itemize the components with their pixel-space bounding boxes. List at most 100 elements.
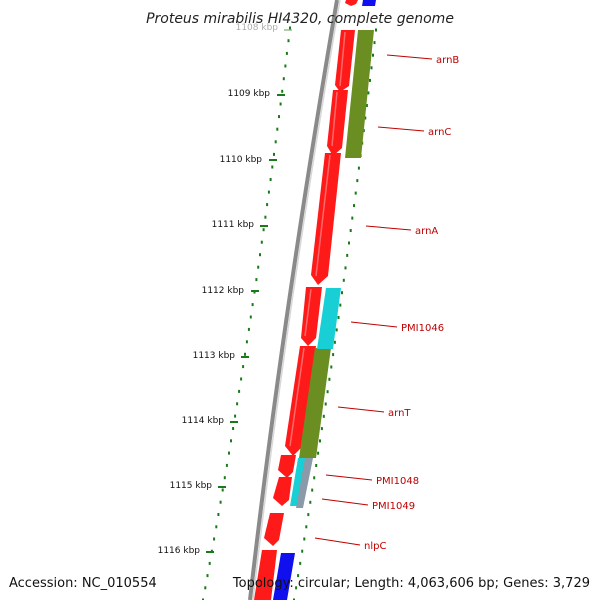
scale-track-right-dot	[337, 316, 340, 319]
scale-track-right-dot	[364, 116, 367, 120]
scale-track-right-dot	[311, 488, 314, 492]
scale-track-left-dot	[202, 598, 204, 600]
scale-tick-1108: 1108 kbp	[236, 23, 292, 33]
accession-text: Accession: NC_010554	[9, 576, 157, 591]
scale-track-right-dot	[353, 204, 355, 208]
feature-cyan-2	[290, 458, 307, 506]
scale-track-left-dot	[284, 64, 287, 68]
scale-track-left-dot	[247, 327, 250, 331]
cds-arrow-7	[273, 477, 292, 506]
scale-tick-label: 1116 kbp	[158, 546, 201, 556]
gene-label-text[interactable]: PMI1046	[401, 323, 444, 334]
scale-track-right-dot	[356, 179, 359, 183]
scale-track-left-dot	[217, 513, 220, 516]
scale-track-left-dot	[236, 402, 239, 406]
scale-track-left-dot	[269, 178, 272, 181]
scale-track-right-dot	[351, 216, 354, 220]
scale-track-left-dot	[251, 303, 254, 307]
scale-tick-1109: 1109 kbp	[228, 89, 285, 99]
cds-arrow-9	[254, 550, 277, 600]
scale-track-right-dot	[297, 574, 300, 578]
scale-tick-1114: 1114 kbp	[182, 416, 238, 426]
scale-track-right-dot	[341, 291, 343, 295]
scale-track-right-dot	[362, 129, 365, 133]
scale-track-right-dot	[349, 229, 352, 232]
scale-track-left-dot	[249, 315, 252, 319]
gene-label-arnC[interactable]: arnC	[377, 126, 451, 138]
scale-track-right-dot	[357, 166, 360, 170]
cds-arrow-8	[264, 513, 284, 546]
scale-track-left-dot	[271, 165, 274, 169]
scale-tick-label: 1111 kbp	[212, 220, 255, 230]
gene-label-arnB[interactable]: arnB	[386, 54, 459, 66]
scale-track-right-dot	[372, 53, 374, 57]
scale-track-right-dot	[309, 500, 312, 504]
scale-track-right-dot	[301, 549, 304, 553]
gene-label-text[interactable]: PMI1049	[372, 501, 415, 512]
scale-tick-1113: 1113 kbp	[193, 351, 249, 361]
backbone-highlight	[252, 0, 341, 600]
cds-arrow-1	[335, 30, 355, 92]
scale-track-left-dot	[232, 427, 235, 430]
scale-track-right-dot	[367, 91, 370, 95]
scale-track-right-dot	[322, 414, 325, 418]
scale-track-right-dot	[299, 561, 302, 565]
scale-tick-label: 1112 kbp	[202, 286, 245, 296]
scale-track-left-dot	[276, 127, 279, 131]
cds-arrow-5	[285, 346, 316, 456]
scale-track-left-dot	[287, 39, 290, 43]
scale-track-left-dot	[244, 352, 246, 356]
gene-labels: arnB arnC arnA PMI1046 arnT PMI1048 PMI1…	[314, 54, 459, 552]
gene-label-PMI1046[interactable]: PMI1046	[350, 321, 444, 334]
scale-track-left-dot	[208, 561, 211, 565]
gene-label-text[interactable]: PMI1048	[376, 476, 419, 487]
scale-track-right-dot	[354, 191, 357, 195]
scale-track-left-dot	[204, 586, 207, 590]
cds-arrow-2	[327, 90, 348, 156]
backbone-line	[248, 0, 339, 600]
scale-track-right-dot	[305, 525, 308, 529]
scale-track-right-dot	[365, 104, 368, 107]
scale-track-right-dot	[375, 28, 377, 32]
scale-track-left-dot	[223, 476, 226, 480]
scale-track-right-dot	[293, 598, 295, 600]
scale-track-left-dot	[225, 463, 228, 467]
scale-track-left-dot	[278, 115, 280, 119]
scale-tick-label: 1110 kbp	[220, 155, 263, 165]
scale-track-left-dot	[289, 26, 291, 30]
scale-track-right-dot	[330, 365, 333, 369]
scale-track-left-dot	[281, 89, 284, 93]
scale-tick-label: 1115 kbp	[170, 481, 213, 491]
scale-track-right-dot	[320, 427, 323, 431]
gene-label-arnT[interactable]: arnT	[337, 406, 411, 419]
scale-track-left-dot	[266, 203, 269, 207]
gene-label-arnA[interactable]: arnA	[365, 225, 438, 237]
scale-track-right-dot	[346, 253, 349, 257]
gene-label-PMI1049[interactable]: PMI1049	[321, 498, 415, 512]
scale-track-left-dot	[253, 290, 256, 294]
gene-label-text[interactable]: nlpC	[364, 541, 386, 552]
map-title: Proteus mirabilis HI4320, complete genom…	[146, 11, 454, 27]
scale-tick-label: 1113 kbp	[193, 351, 236, 361]
scale-track-right-dot	[339, 303, 342, 307]
scale-tick-label: 1114 kbp	[182, 416, 225, 426]
scale-track-left-dot	[259, 253, 261, 257]
scale-track-left-dot	[285, 51, 288, 55]
scale-track-left-dot	[219, 500, 222, 504]
scale-track-left-dot	[206, 574, 209, 578]
scale-dot-tracks	[202, 26, 377, 600]
gene-label-text[interactable]: arnC	[428, 127, 451, 138]
gene-label-PMI1048[interactable]: PMI1048	[325, 474, 419, 487]
scale-track-right-dot	[333, 340, 336, 344]
scale-track-left-dot	[264, 215, 267, 219]
scale-track-left-dot	[230, 439, 232, 443]
gene-label-text[interactable]: arnT	[388, 408, 411, 419]
scale-tick-label: 1109 kbp	[228, 89, 271, 99]
scale-tick-1116: 1116 kbp	[158, 546, 214, 556]
gene-label-text[interactable]: arnB	[436, 55, 459, 66]
gene-label-nlpC[interactable]: nlpC	[314, 537, 386, 552]
feature-grey-1	[296, 458, 313, 508]
gene-label-text[interactable]: arnA	[415, 226, 438, 237]
scale-track-right-dot	[315, 464, 318, 467]
